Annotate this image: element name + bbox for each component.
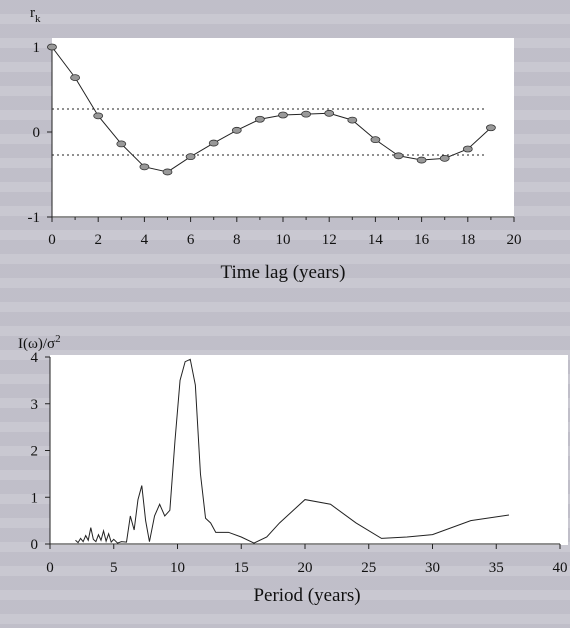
x-tick-label-2: 10 — [170, 560, 185, 576]
x-tick-label-2: 5 — [110, 560, 118, 576]
autocorrelation-point — [70, 74, 80, 81]
autocorrelation-point — [93, 112, 104, 120]
autocorrelation-point — [162, 168, 173, 176]
y-tick-label-1: 1 — [33, 40, 41, 56]
x-tick-label-1: 14 — [368, 232, 384, 248]
plot2-background — [50, 355, 568, 545]
autocorrelation-point — [139, 163, 150, 171]
autocorrelation-point — [485, 124, 496, 132]
plot1-background — [52, 38, 514, 218]
autocorrelation-point — [324, 109, 335, 117]
autocorrelation-point — [208, 139, 219, 147]
x-tick-label-1: 18 — [460, 232, 475, 248]
autocorrelation-point — [439, 154, 450, 162]
x-tick-label-2: 20 — [298, 560, 313, 576]
autocorrelation-point — [116, 140, 127, 148]
autocorrelation-point — [278, 111, 288, 119]
y-tick-label-2: 4 — [31, 350, 39, 366]
autocorrelation-point — [347, 116, 358, 124]
x-axis-label-2: Period (years) — [253, 585, 360, 606]
x-tick-label-1: 6 — [187, 232, 195, 248]
x-tick-label-2: 40 — [553, 560, 568, 576]
x-tick-label-1: 10 — [276, 232, 291, 248]
y-tick-label-2: 2 — [31, 444, 39, 460]
autocorrelation-point — [462, 145, 473, 153]
y-axis-label-1: rk — [30, 5, 41, 25]
y-tick-label-1: 0 — [33, 125, 41, 141]
autocorrelation-point — [254, 115, 265, 123]
x-tick-label-2: 35 — [489, 560, 504, 576]
x-tick-label-1: 8 — [233, 232, 241, 248]
y-axis-label-2: I(ω)/σ2 — [18, 333, 61, 352]
y-tick-label-2: 1 — [31, 490, 39, 506]
y-tick-label-2: 3 — [31, 397, 39, 413]
y-tick-label-1: -1 — [28, 210, 41, 226]
autocorrelation-point — [185, 153, 196, 161]
autocorrelation-point — [393, 152, 404, 160]
x-tick-label-1: 16 — [414, 232, 430, 248]
x-tick-label-1: 20 — [507, 232, 522, 248]
y-tick-label-2: 0 — [31, 537, 39, 553]
x-tick-label-1: 2 — [94, 232, 102, 248]
autocorrelation-point — [370, 136, 381, 144]
x-tick-label-1: 4 — [141, 232, 149, 248]
x-tick-label-1: 0 — [48, 232, 56, 248]
x-tick-label-2: 15 — [234, 560, 249, 576]
x-tick-label-2: 0 — [46, 560, 54, 576]
autocorrelation-point — [47, 43, 57, 51]
periodogram-line — [75, 358, 510, 544]
x-axis-label-1: Time lag (years) — [221, 262, 346, 283]
x-tick-label-1: 12 — [322, 232, 337, 248]
autocorrelation-point — [301, 110, 312, 118]
autocorrelation-point — [416, 156, 427, 164]
x-tick-label-2: 25 — [361, 560, 376, 576]
autocorrelation-point — [231, 126, 242, 134]
x-tick-label-2: 30 — [425, 560, 440, 576]
